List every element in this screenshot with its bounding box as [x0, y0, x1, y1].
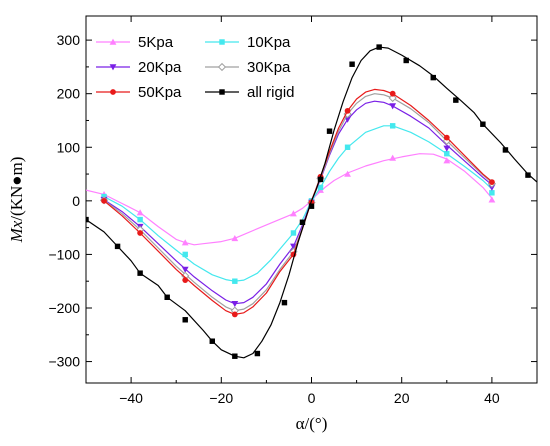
data-point — [525, 172, 531, 178]
legend-item-5kpa: 5Kpa — [96, 34, 174, 51]
data-point — [444, 150, 450, 157]
legend-marker — [219, 39, 225, 45]
data-point — [344, 107, 351, 114]
data-point — [489, 179, 495, 185]
data-point — [164, 294, 170, 300]
data-point — [430, 74, 436, 81]
data-point — [388, 93, 397, 103]
data-point — [488, 196, 496, 203]
data-point — [254, 350, 261, 357]
data-point — [182, 277, 189, 284]
series-all-rigid — [86, 44, 537, 359]
legend-marker — [217, 62, 227, 72]
data-point — [209, 338, 215, 344]
data-point — [290, 210, 297, 217]
x-tick-label: 0 — [308, 390, 316, 406]
y-axis-title-units: /(KN●m) — [7, 157, 26, 221]
data-point — [231, 234, 239, 242]
data-point — [317, 176, 324, 183]
data-point — [137, 230, 144, 236]
legend-marker — [219, 89, 225, 95]
data-point — [403, 57, 409, 64]
data-point — [181, 239, 189, 246]
data-point — [376, 44, 382, 50]
data-point — [389, 123, 396, 129]
data-point — [182, 251, 188, 258]
legend-label: 50Kpa — [138, 84, 182, 101]
y-tick-label: 300 — [57, 32, 81, 48]
data-point — [480, 121, 486, 127]
data-point — [344, 144, 351, 150]
y-tick-label: −300 — [48, 354, 80, 370]
y-tick-label: −200 — [48, 300, 80, 316]
data-point — [389, 90, 396, 97]
series-line — [86, 46, 537, 359]
data-point — [232, 353, 238, 359]
data-point — [502, 147, 509, 153]
data-point — [443, 145, 451, 152]
data-point — [326, 128, 333, 134]
series-line — [86, 153, 493, 246]
data-point — [137, 216, 143, 223]
x-tick-label: 20 — [394, 390, 410, 406]
legend-item-30kpa: 30Kpa — [205, 59, 291, 76]
data-point — [136, 209, 144, 216]
legend-label: all rigid — [247, 84, 295, 101]
x-axis-title: α/(°) — [296, 414, 328, 433]
legend-marker — [109, 64, 117, 71]
legend-item-all-rigid: all rigid — [205, 84, 295, 101]
data-point — [231, 311, 238, 318]
y-axis-title: Mx/(KN●m) — [7, 157, 26, 244]
legend-marker — [109, 38, 117, 45]
data-point — [231, 300, 239, 308]
x-tick-label: 40 — [484, 390, 500, 406]
legend-label: 5Kpa — [138, 34, 174, 51]
data-point — [232, 278, 238, 284]
legend-label: 30Kpa — [247, 59, 291, 76]
data-point — [290, 230, 297, 236]
data-point — [389, 103, 397, 110]
data-point — [86, 216, 89, 223]
data-point — [344, 170, 351, 177]
legend-label: 20Kpa — [138, 59, 182, 76]
data-point — [114, 243, 121, 250]
data-point — [182, 317, 188, 323]
data-point — [281, 299, 288, 306]
x-tick-label: −20 — [209, 390, 233, 406]
legend-label: 10Kpa — [247, 34, 291, 51]
data-point — [137, 270, 143, 276]
legend-item-10kpa: 10Kpa — [205, 34, 291, 51]
x-tick-label: −40 — [119, 390, 143, 406]
legend-item-20kpa: 20Kpa — [96, 59, 182, 76]
data-point — [443, 157, 451, 164]
y-tick-label: 100 — [57, 139, 81, 155]
legend: 5Kpa 10Kpa 20Kpa 30Kpa 50Kpa all rigid — [96, 34, 295, 101]
series-layer — [86, 44, 537, 359]
y-tick-label: −100 — [48, 246, 80, 262]
data-point — [389, 154, 397, 161]
legend-marker — [110, 89, 116, 95]
data-point — [308, 203, 315, 209]
data-point — [317, 184, 324, 191]
data-point — [489, 190, 495, 196]
y-axis-title-italic: Mx — [7, 220, 26, 243]
y-tick-label: 0 — [72, 193, 80, 209]
data-point — [290, 243, 297, 250]
legend-item-50kpa: 50Kpa — [96, 84, 182, 101]
data-point — [349, 61, 355, 67]
data-point — [453, 97, 459, 103]
data-point — [101, 197, 107, 204]
y-tick-label: 200 — [57, 86, 81, 102]
data-point — [299, 219, 306, 225]
data-point — [181, 266, 189, 273]
data-point — [443, 134, 450, 141]
